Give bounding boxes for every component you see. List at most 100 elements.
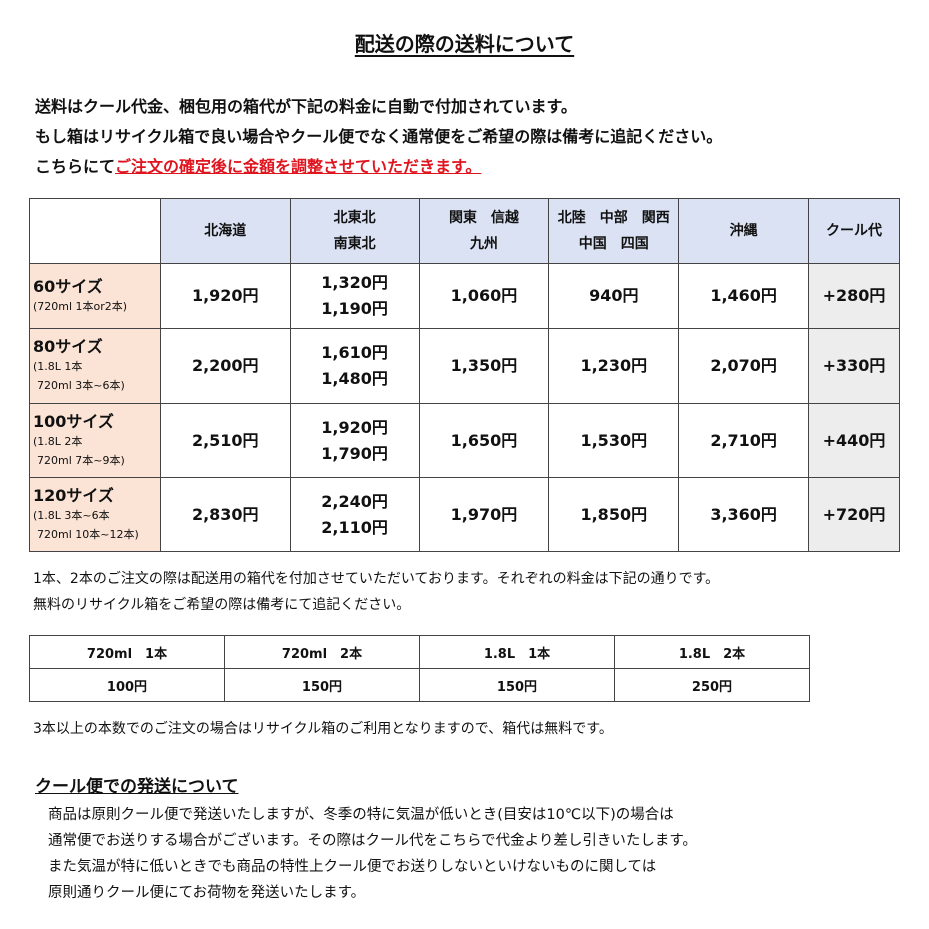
price-value: 1,350円 [450, 356, 518, 375]
region-header-line: 北陸 中部 関西 [557, 210, 670, 226]
price-cell: 1,460円 [678, 263, 810, 329]
price-value: 2,710円 [710, 430, 777, 450]
price-cell: 1,230円 [548, 328, 680, 404]
cool-section-line: 商品は原則クール便で発送いたしますが、冬季の特に気温が低いとき(目安は10℃以下… [48, 807, 674, 823]
region-header-line: 関東 信越 [448, 210, 519, 226]
empty-corner [29, 198, 161, 264]
box-header: 720ml 1本 [29, 635, 225, 669]
price-cell: 1,920円 [159, 263, 291, 329]
box-price: 150円 [224, 668, 420, 702]
table-row: 80サイズ (1.8L 1本 720ml 3本~6本) 2,200円 1,610円 1,4… [29, 328, 900, 404]
price-cell: 1,650円 [418, 403, 550, 478]
box-header: 720ml 2本 [224, 635, 420, 669]
price-cell: 2,830円 [159, 477, 291, 552]
price-cell: 940円 [548, 263, 680, 329]
price-cell: 1,530円 [548, 403, 680, 478]
size-contents-line: 720ml 3本~6本) [37, 379, 125, 392]
region-header-line: 南東北 [333, 236, 376, 252]
region-header-line: 北東北 [333, 210, 376, 226]
box-price: 250円 [614, 668, 810, 702]
table-row: 120サイズ (1.8L 3本~6本 720ml 10本~12本) 2,830円 2,2… [29, 477, 900, 552]
size-contents-line: 720ml 7本~9本) [37, 453, 125, 467]
price-value: 2,070円 [710, 356, 777, 375]
free-box-note: 3本以上の本数でのご注文の場合はリサイクル箱のご利用となりますので、箱代は無料で… [33, 721, 613, 737]
size-cell: 80サイズ (1.8L 1本 720ml 3本~6本) [29, 328, 161, 404]
cool-fee-cell: +440円 [808, 403, 900, 478]
price-value: 1,530円 [580, 430, 648, 450]
size-label: 60サイズ [33, 276, 103, 296]
region-header-line: 九州 [469, 236, 498, 252]
size-contents-line: (1.8L 3本~6本 [33, 508, 110, 522]
cool-fee-cell: +280円 [808, 263, 900, 329]
box-note: 無料のリサイクル箱をご希望の際は備考にて追記ください。 [33, 597, 411, 613]
price-cell: 2,710円 [678, 403, 810, 478]
region-header-line: クール代 [826, 223, 883, 239]
price-value: 2,200円 [191, 356, 259, 375]
size-cell: 120サイズ (1.8L 3本~6本 720ml 10本~12本) [29, 477, 161, 552]
table-row: 100サイズ (1.8L 2本 720ml 7本~9本) 2,510円 1,920円 1,… [29, 403, 900, 478]
size-label: 100サイズ [33, 411, 114, 431]
price-value: 2,510円 [191, 430, 259, 450]
price-cell: 2,070円 [678, 328, 810, 404]
size-contents: (720ml 1本or2本) [33, 297, 160, 316]
price-cell: 1,970円 [418, 477, 550, 552]
cool-fee-cell: +330円 [808, 328, 900, 404]
page-title: 配送の際の送料について [0, 28, 929, 57]
price-value: 1,920円 [191, 286, 259, 305]
price-value: 1,230円 [580, 356, 648, 375]
price-cell: 2,510円 [159, 403, 291, 478]
price-value: 2,830円 [191, 504, 259, 524]
cool-section-line: また気温が特に低いときでも商品の特性上クール便でお送りしないといけないものに関し… [48, 859, 657, 875]
price-value: 1,060円 [450, 286, 518, 305]
region-header-line: 北海道 [204, 223, 247, 239]
box-price: 150円 [419, 668, 615, 702]
price-value: 1,320円 [321, 273, 388, 292]
intro-line: もし箱はリサイクル箱で良い場合やクール便でなく通常便をご希望の際は備考に追記くだ… [35, 127, 723, 146]
cool-fee-cell: +720円 [808, 477, 900, 552]
region-header: 北陸 中部 関西 中国 四国 [548, 198, 680, 264]
price-value: 1,480円 [321, 369, 388, 388]
price-cell: 2,200円 [159, 328, 291, 404]
box-price: 100円 [29, 668, 225, 702]
region-header: 北東北 南東北 [289, 198, 420, 264]
region-header-line: 中国 四国 [578, 236, 649, 252]
region-header-line: 沖縄 [729, 223, 758, 239]
intro-line: 送料はクール代金、梱包用の箱代が下記の料金に自動で付加されています。 [35, 97, 577, 116]
price-value: 1,650円 [450, 430, 518, 450]
size-label: 80サイズ [33, 337, 103, 356]
price-value: 2,240円 [321, 491, 388, 511]
size-contents: (1.8L 2本 720ml 7本~9本) [33, 432, 160, 470]
size-contents-line: (1.8L 1本 [33, 360, 83, 373]
price-value: 940円 [589, 286, 639, 305]
box-header: 1.8L 2本 [614, 635, 810, 669]
size-cell: 60サイズ (720ml 1本or2本) [29, 263, 161, 329]
region-header: 沖縄 [678, 198, 810, 264]
price-cell: 3,360円 [678, 477, 810, 552]
price-cell: 2,240円 2,110円 [289, 477, 420, 552]
size-contents-line: (1.8L 2本 [33, 434, 83, 448]
price-cell: 1,610円 1,480円 [289, 328, 420, 404]
intro-plain: こちらにて [35, 157, 116, 176]
intro-line: こちらにてご注文の確定後に金額を調整させていただきます。 [35, 153, 481, 177]
size-contents-line: 720ml 10本~12本) [37, 527, 139, 541]
size-contents: (1.8L 1本 720ml 3本~6本) [33, 357, 160, 395]
title-text: 配送の際の送料について [354, 32, 575, 56]
cool-section-heading: クール便での発送について [35, 777, 239, 797]
price-value: 1,850円 [580, 504, 648, 524]
size-contents-line: (720ml 1本or2本) [33, 299, 128, 313]
box-fee-table: 720ml 1本 720ml 2本 1.8L 1本 1.8L 2本 100円 150円 1… [29, 635, 810, 702]
cool-section-line: 原則通りクール便にてお荷物を発送いたします。 [48, 885, 366, 901]
box-note: 1本、2本のご注文の際は配送用の箱代を付加させていただいております。それぞれの料… [33, 571, 720, 587]
region-header: 関東 信越 九州 [418, 198, 550, 264]
box-header: 1.8L 1本 [419, 635, 615, 669]
shipping-fee-table: 北海道 北東北 南東北 関東 信越 九州 北陸 中部 関西 中国 四国 沖縄 クール代 60サイ… [29, 198, 900, 552]
price-value: 1,190円 [321, 299, 388, 318]
price-cell: 1,350円 [418, 328, 550, 404]
region-header: クール代 [808, 198, 900, 264]
price-value: 2,110円 [321, 517, 388, 537]
price-value: 1,790円 [321, 443, 388, 463]
price-value: 3,360円 [710, 504, 777, 524]
size-cell: 100サイズ (1.8L 2本 720ml 7本~9本) [29, 403, 161, 478]
price-value: 1,970円 [450, 504, 518, 524]
